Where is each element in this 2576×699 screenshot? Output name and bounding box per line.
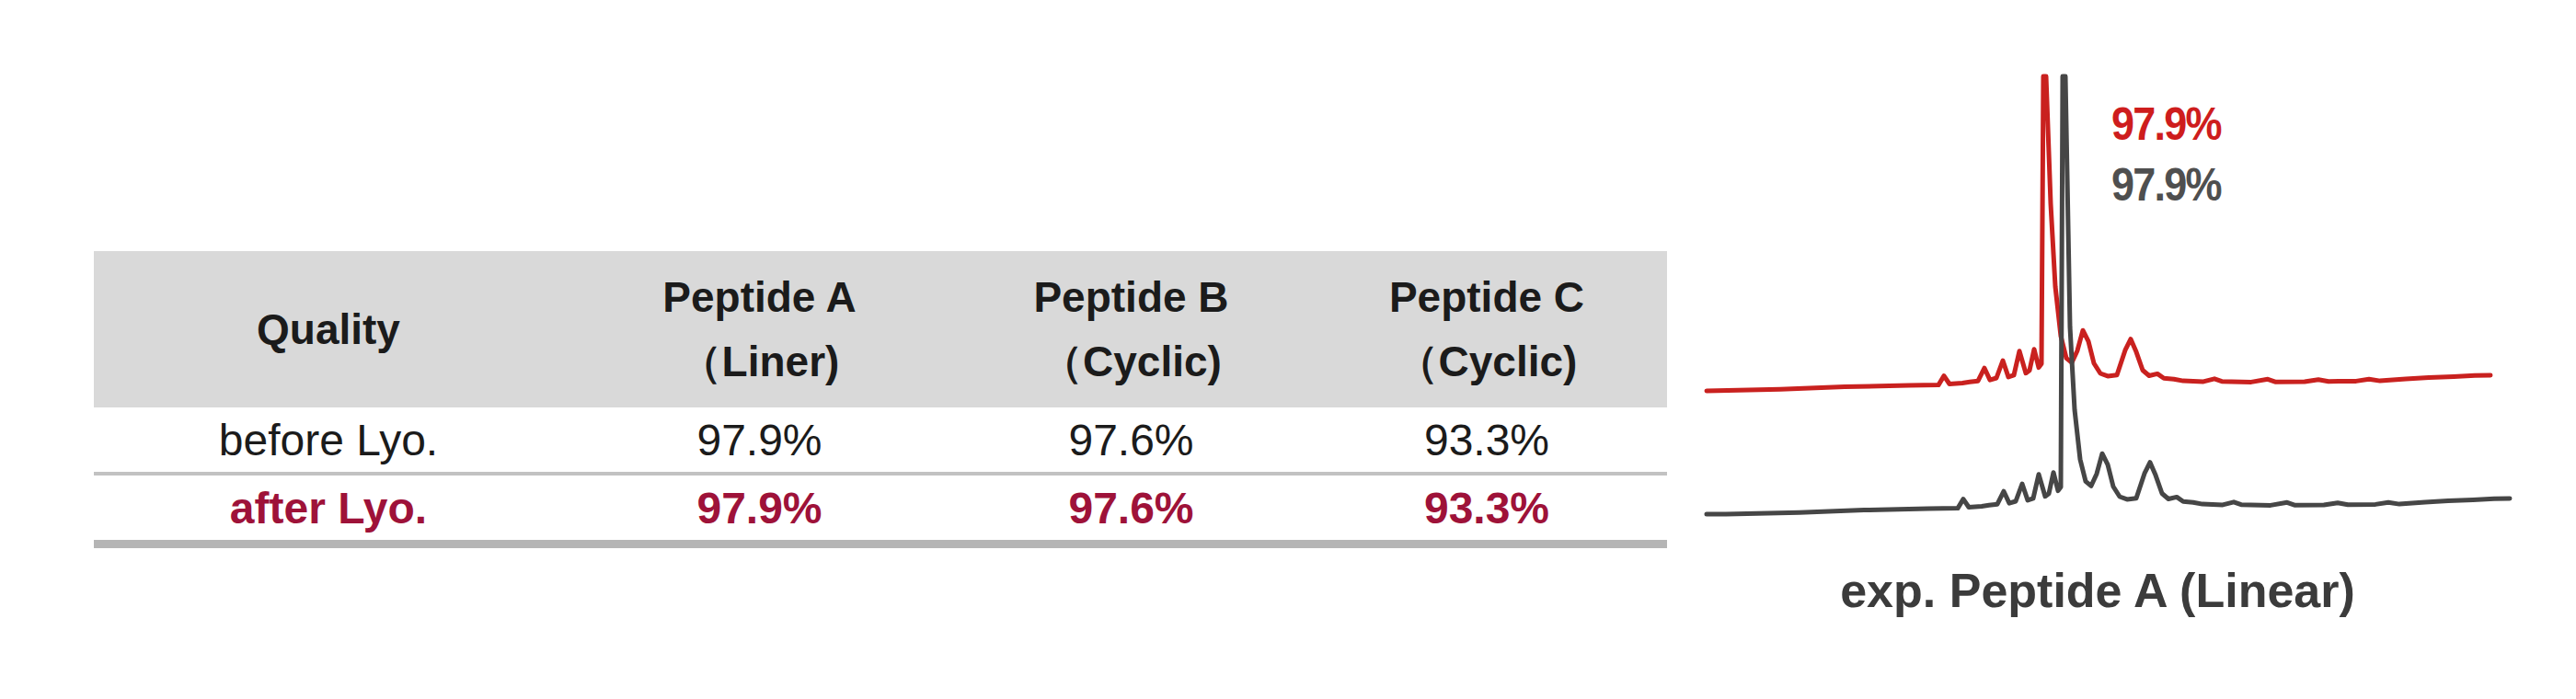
purity-label-red: 97.9%: [2111, 101, 2221, 147]
red-trace: [1707, 76, 2490, 391]
gray-trace: [1707, 76, 2510, 514]
purity-label-gray: 97.9%: [2111, 162, 2221, 208]
figure-canvas: Quality Peptide A （Liner) Peptide B （Cyc…: [0, 0, 2576, 699]
chromatogram-caption: exp. Peptide A (Linear): [1799, 563, 2397, 618]
